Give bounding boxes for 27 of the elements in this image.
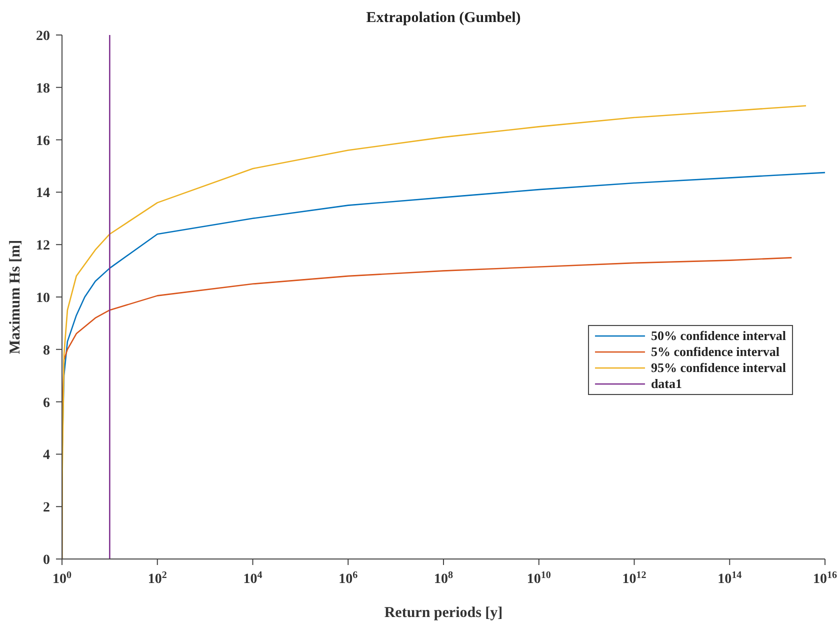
y-tick-label: 8 bbox=[43, 343, 50, 358]
y-tick-label: 2 bbox=[43, 500, 50, 516]
x-tick-label: 10$^{16}$ bbox=[813, 570, 837, 587]
x-tick-label: 10$^{8}$ bbox=[434, 570, 453, 587]
x-tick-label: 10$^{6}$ bbox=[338, 570, 358, 587]
x-tick-label: 10$^{2}$ bbox=[148, 570, 167, 587]
y-axis-title: Maximum Hs [m] bbox=[7, 240, 24, 354]
legend-label: 5% confidence interval bbox=[650, 344, 780, 360]
x-tick-label: 10$^{10}$ bbox=[526, 570, 551, 587]
x-axis-title: Return periods [y] bbox=[384, 605, 503, 621]
legend-label: 50% confidence interval bbox=[650, 328, 786, 344]
y-tick-label: 0 bbox=[43, 553, 50, 568]
x-tick-label: 10$^{14}$ bbox=[718, 570, 742, 587]
y-tick-label: 6 bbox=[43, 396, 50, 411]
y-tick-label: 16 bbox=[36, 134, 50, 149]
y-tick-label: 12 bbox=[36, 238, 50, 254]
legend-label: data1 bbox=[650, 376, 682, 392]
y-tick-label: 18 bbox=[36, 81, 50, 96]
x-tick-label: 10$^{4}$ bbox=[243, 570, 262, 587]
chart-title: Extrapolation (Gumbel) bbox=[365, 10, 522, 27]
y-tick-label: 20 bbox=[36, 29, 50, 44]
x-tick-label: 10$^{0}$ bbox=[52, 570, 72, 587]
y-tick-label: 10 bbox=[36, 291, 50, 306]
y-tick-label: 14 bbox=[36, 186, 50, 202]
x-tick-label: 10$^{12}$ bbox=[622, 570, 646, 587]
legend-label: 95% confidence interval bbox=[650, 360, 786, 376]
y-tick-label: 4 bbox=[43, 448, 50, 464]
